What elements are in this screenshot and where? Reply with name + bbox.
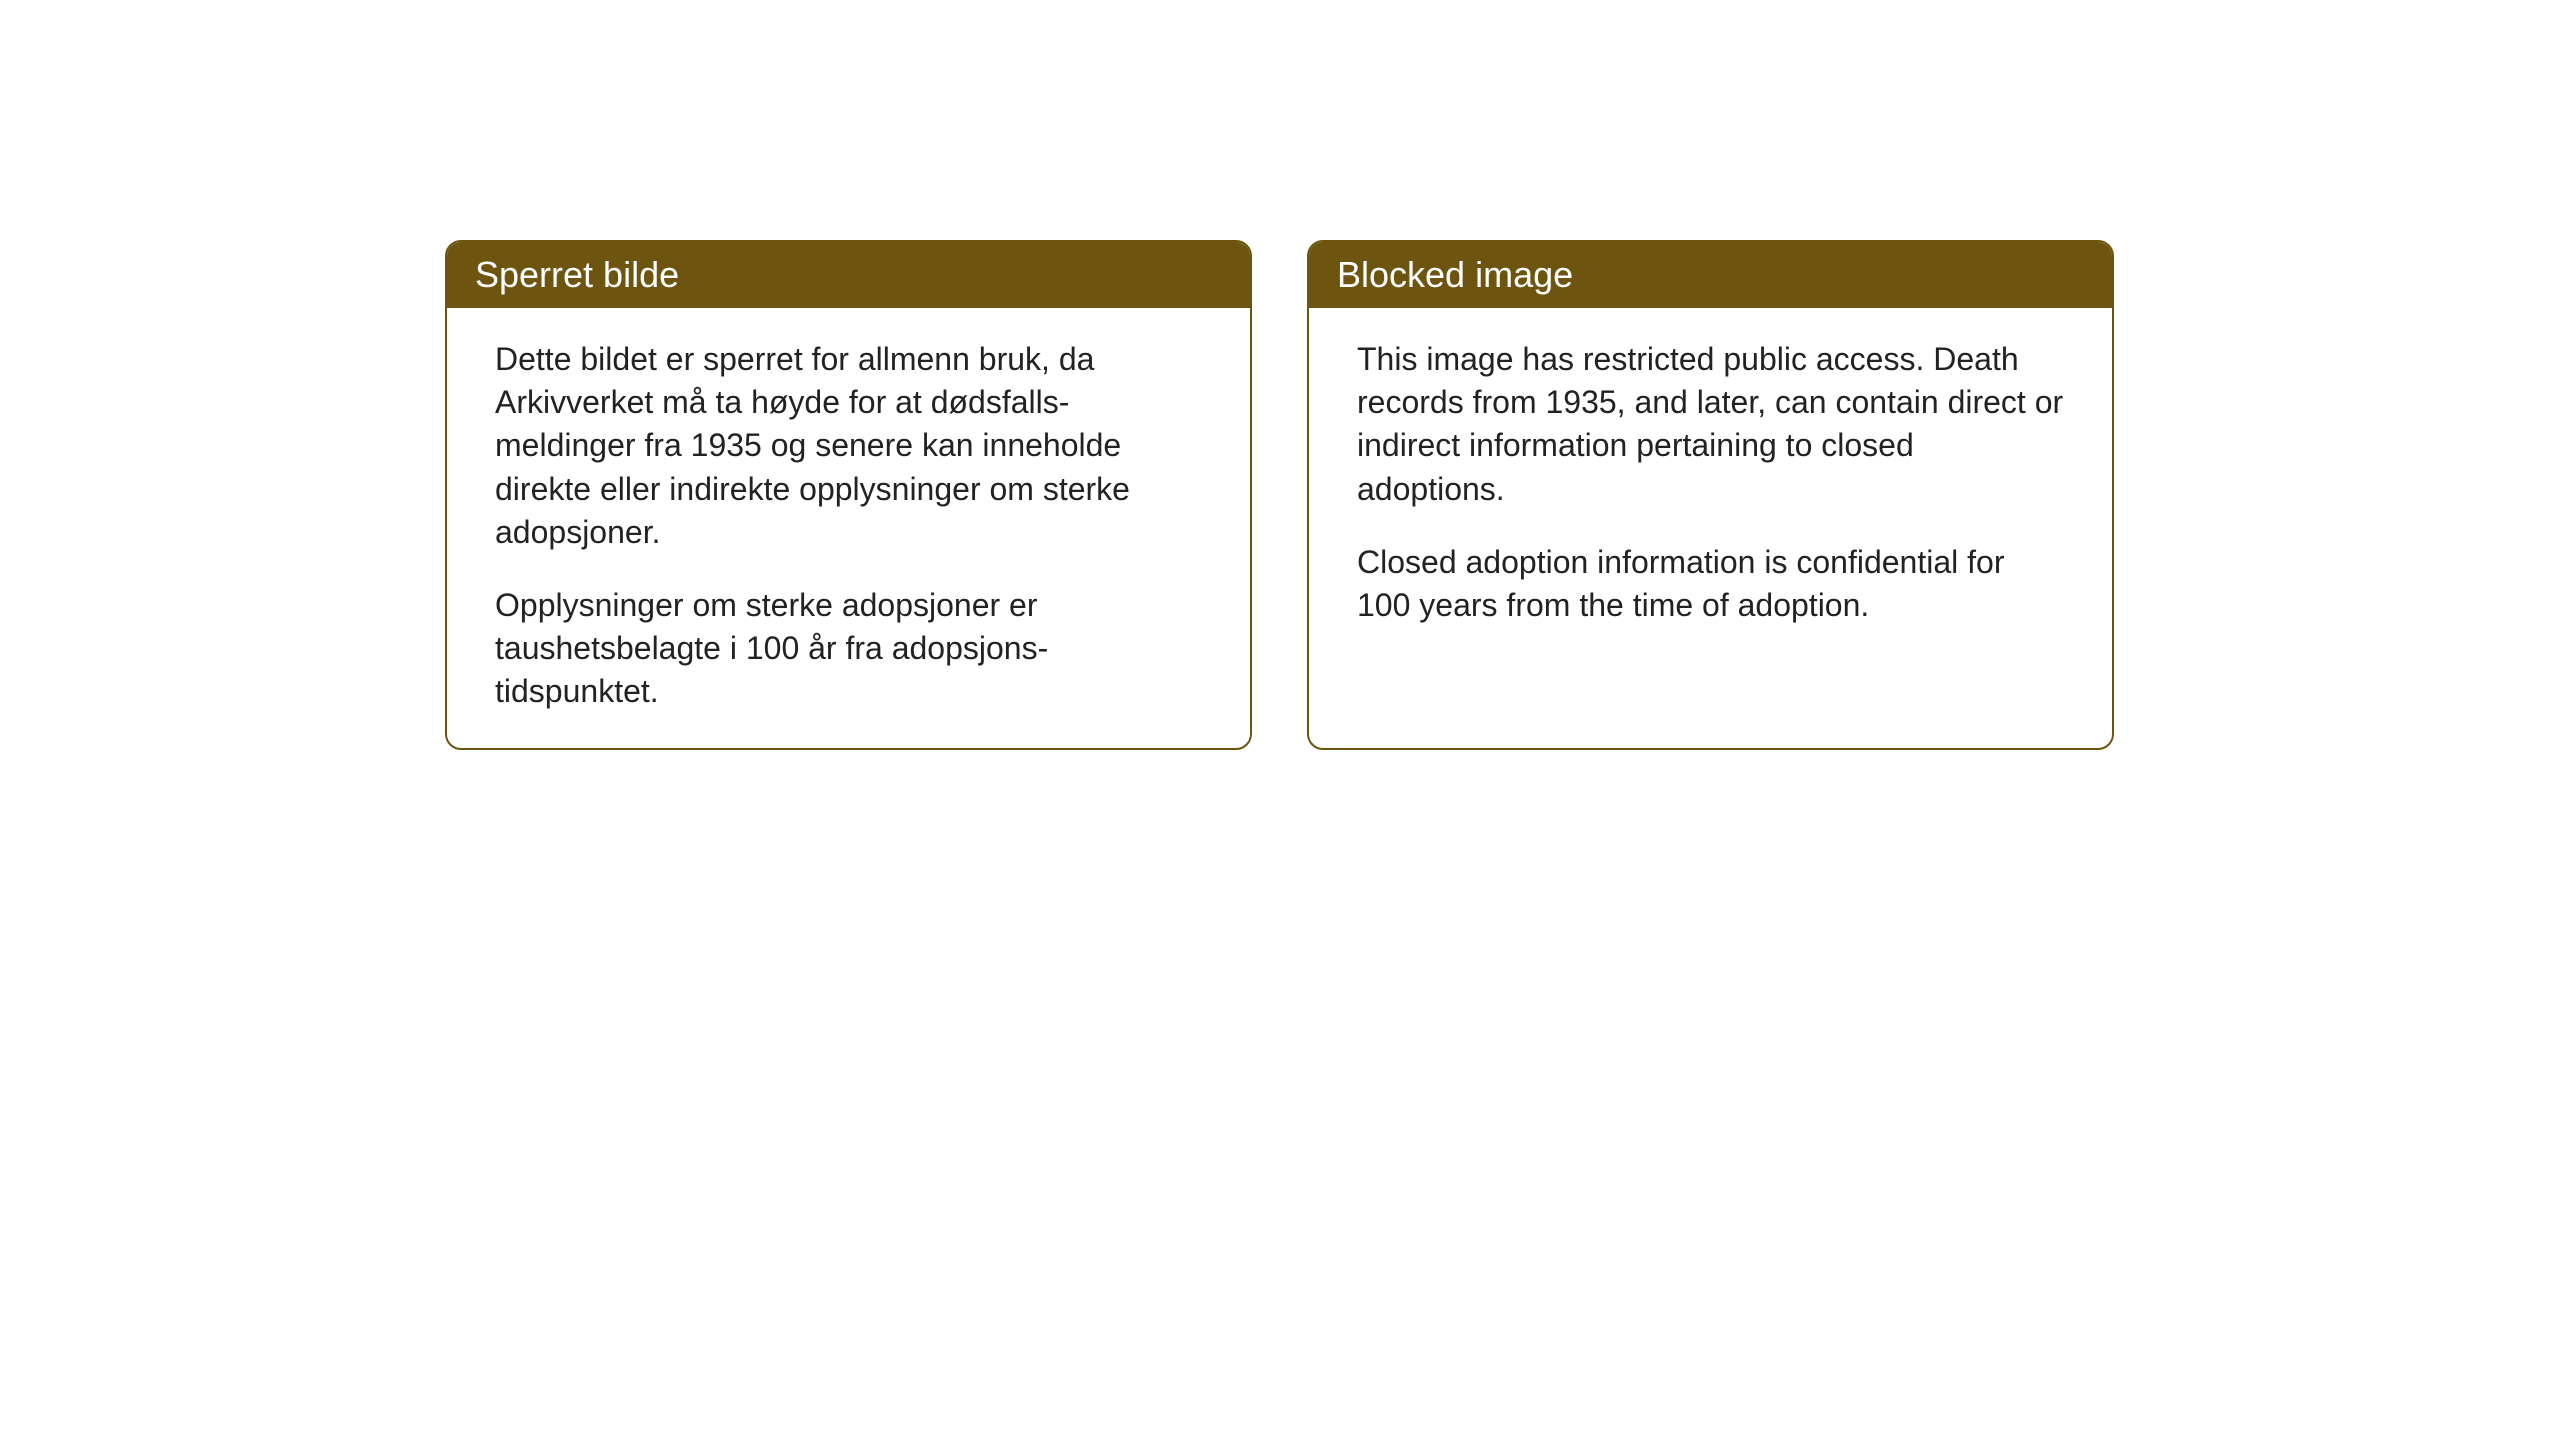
notice-container: Sperret bilde Dette bildet er sperret fo… — [445, 240, 2114, 750]
card-title-english: Blocked image — [1337, 254, 1573, 295]
card-body-norwegian: Dette bildet er sperret for allmenn bruk… — [447, 308, 1250, 750]
notice-card-english: Blocked image This image has restricted … — [1307, 240, 2114, 750]
card-title-norwegian: Sperret bilde — [475, 254, 679, 295]
card-body-english: This image has restricted public access.… — [1309, 308, 2112, 667]
card-paragraph-2-norwegian: Opplysninger om sterke adopsjoner er tau… — [495, 584, 1202, 714]
card-paragraph-1-norwegian: Dette bildet er sperret for allmenn bruk… — [495, 338, 1202, 554]
card-header-english: Blocked image — [1309, 242, 2112, 308]
card-header-norwegian: Sperret bilde — [447, 242, 1250, 308]
card-paragraph-2-english: Closed adoption information is confident… — [1357, 541, 2064, 627]
notice-card-norwegian: Sperret bilde Dette bildet er sperret fo… — [445, 240, 1252, 750]
card-paragraph-1-english: This image has restricted public access.… — [1357, 338, 2064, 511]
